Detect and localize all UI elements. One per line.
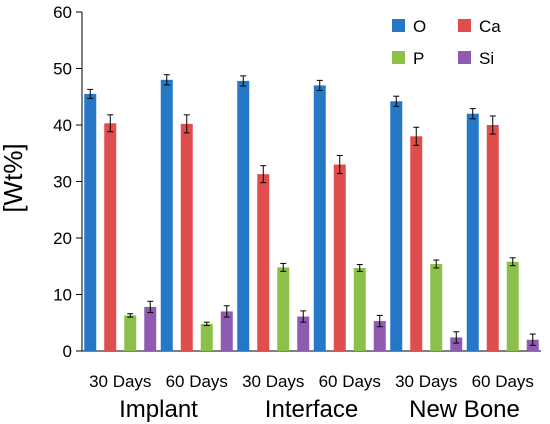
bar-ca xyxy=(410,136,423,351)
bar-p xyxy=(124,315,137,351)
legend-item-p: P xyxy=(392,49,424,68)
bar-ca xyxy=(257,174,270,351)
y-tick-label: 50 xyxy=(53,60,72,79)
group-label: Implant xyxy=(119,396,198,423)
bar-series-group xyxy=(84,74,539,352)
legend-item-si: Si xyxy=(458,49,494,68)
legend-item-ca: Ca xyxy=(458,17,501,36)
bar-ca xyxy=(104,123,117,352)
bar-si xyxy=(144,306,157,351)
group-label: New Bone xyxy=(409,396,520,423)
bar-si xyxy=(373,321,386,351)
x-tick-label: 30 Days xyxy=(242,372,304,391)
legend-swatch xyxy=(392,51,405,64)
y-tick-label: 30 xyxy=(53,173,72,192)
y-tick-label: 10 xyxy=(53,286,72,305)
bar-si xyxy=(450,337,463,351)
bar-ca xyxy=(180,123,193,352)
y-tick-label: 20 xyxy=(53,229,72,248)
y-tick-label: 40 xyxy=(53,116,72,135)
series-o xyxy=(84,74,479,352)
bar-si xyxy=(297,316,310,351)
legend-label: Ca xyxy=(479,17,501,36)
series-ca xyxy=(104,114,499,352)
legend-swatch xyxy=(392,19,405,32)
legend-label: O xyxy=(413,17,426,36)
bar-p xyxy=(430,263,443,351)
legend-item-o: O xyxy=(392,17,426,36)
legend-swatch xyxy=(458,19,471,32)
x-tick-label: 60 Days xyxy=(472,372,534,391)
group-labels: Implant Interface New Bone xyxy=(119,396,520,423)
bar-o xyxy=(313,85,326,351)
x-tick-label: 30 Days xyxy=(89,372,151,391)
bar-o xyxy=(466,113,479,351)
bar-p xyxy=(506,261,519,351)
bar-p xyxy=(353,267,366,351)
bar-o xyxy=(84,93,97,352)
group-label: Interface xyxy=(265,396,358,423)
series-si xyxy=(144,300,539,351)
bar-o xyxy=(160,79,173,352)
y-tick-label: 60 xyxy=(53,3,72,22)
legend-swatch xyxy=(458,51,471,64)
x-axis-labels: 30 Days 60 Days 30 Days 60 Days 30 Days 60 Da… xyxy=(89,372,534,391)
legend-label: P xyxy=(413,49,424,68)
bar-o xyxy=(237,80,250,352)
bar-p xyxy=(277,267,290,351)
bar-ca xyxy=(486,125,499,351)
x-tick-label: 60 Days xyxy=(319,372,381,391)
series-p xyxy=(124,257,519,351)
x-tick-label: 60 Days xyxy=(166,372,228,391)
legend-label: Si xyxy=(479,49,494,68)
bar-p xyxy=(200,323,213,351)
legend: O Ca P Si xyxy=(392,17,501,68)
bar-ca xyxy=(333,164,346,351)
y-tick-label: 0 xyxy=(63,342,72,361)
x-tick-label: 30 Days xyxy=(395,372,457,391)
y-axis-title: [Wt%] xyxy=(0,143,28,212)
y-axis-ticks: 0 10 20 30 40 50 60 xyxy=(53,3,82,361)
bar-si xyxy=(220,311,233,351)
bar-o xyxy=(390,101,403,352)
